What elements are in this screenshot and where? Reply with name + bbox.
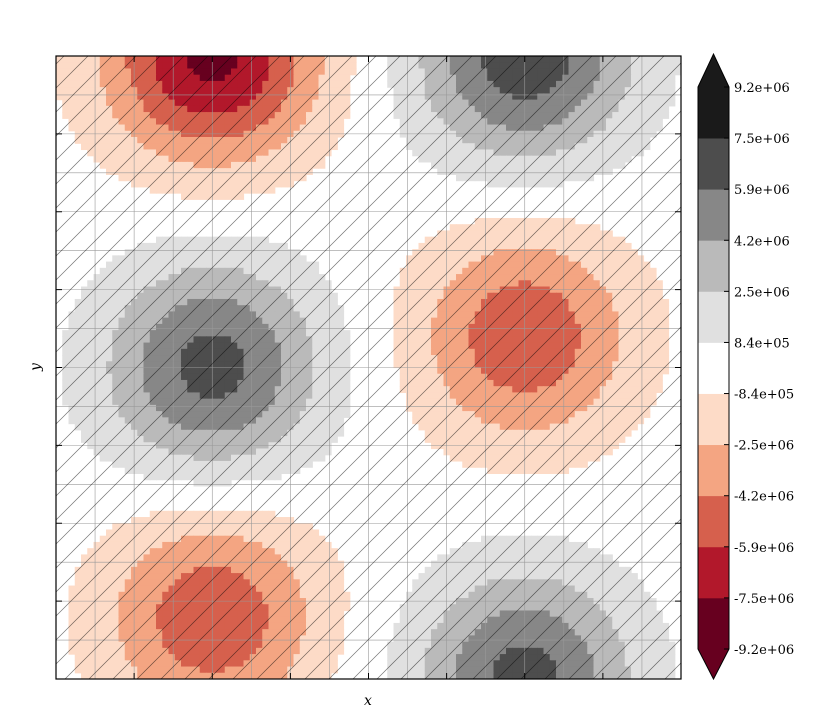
plot-area	[55, 55, 682, 680]
